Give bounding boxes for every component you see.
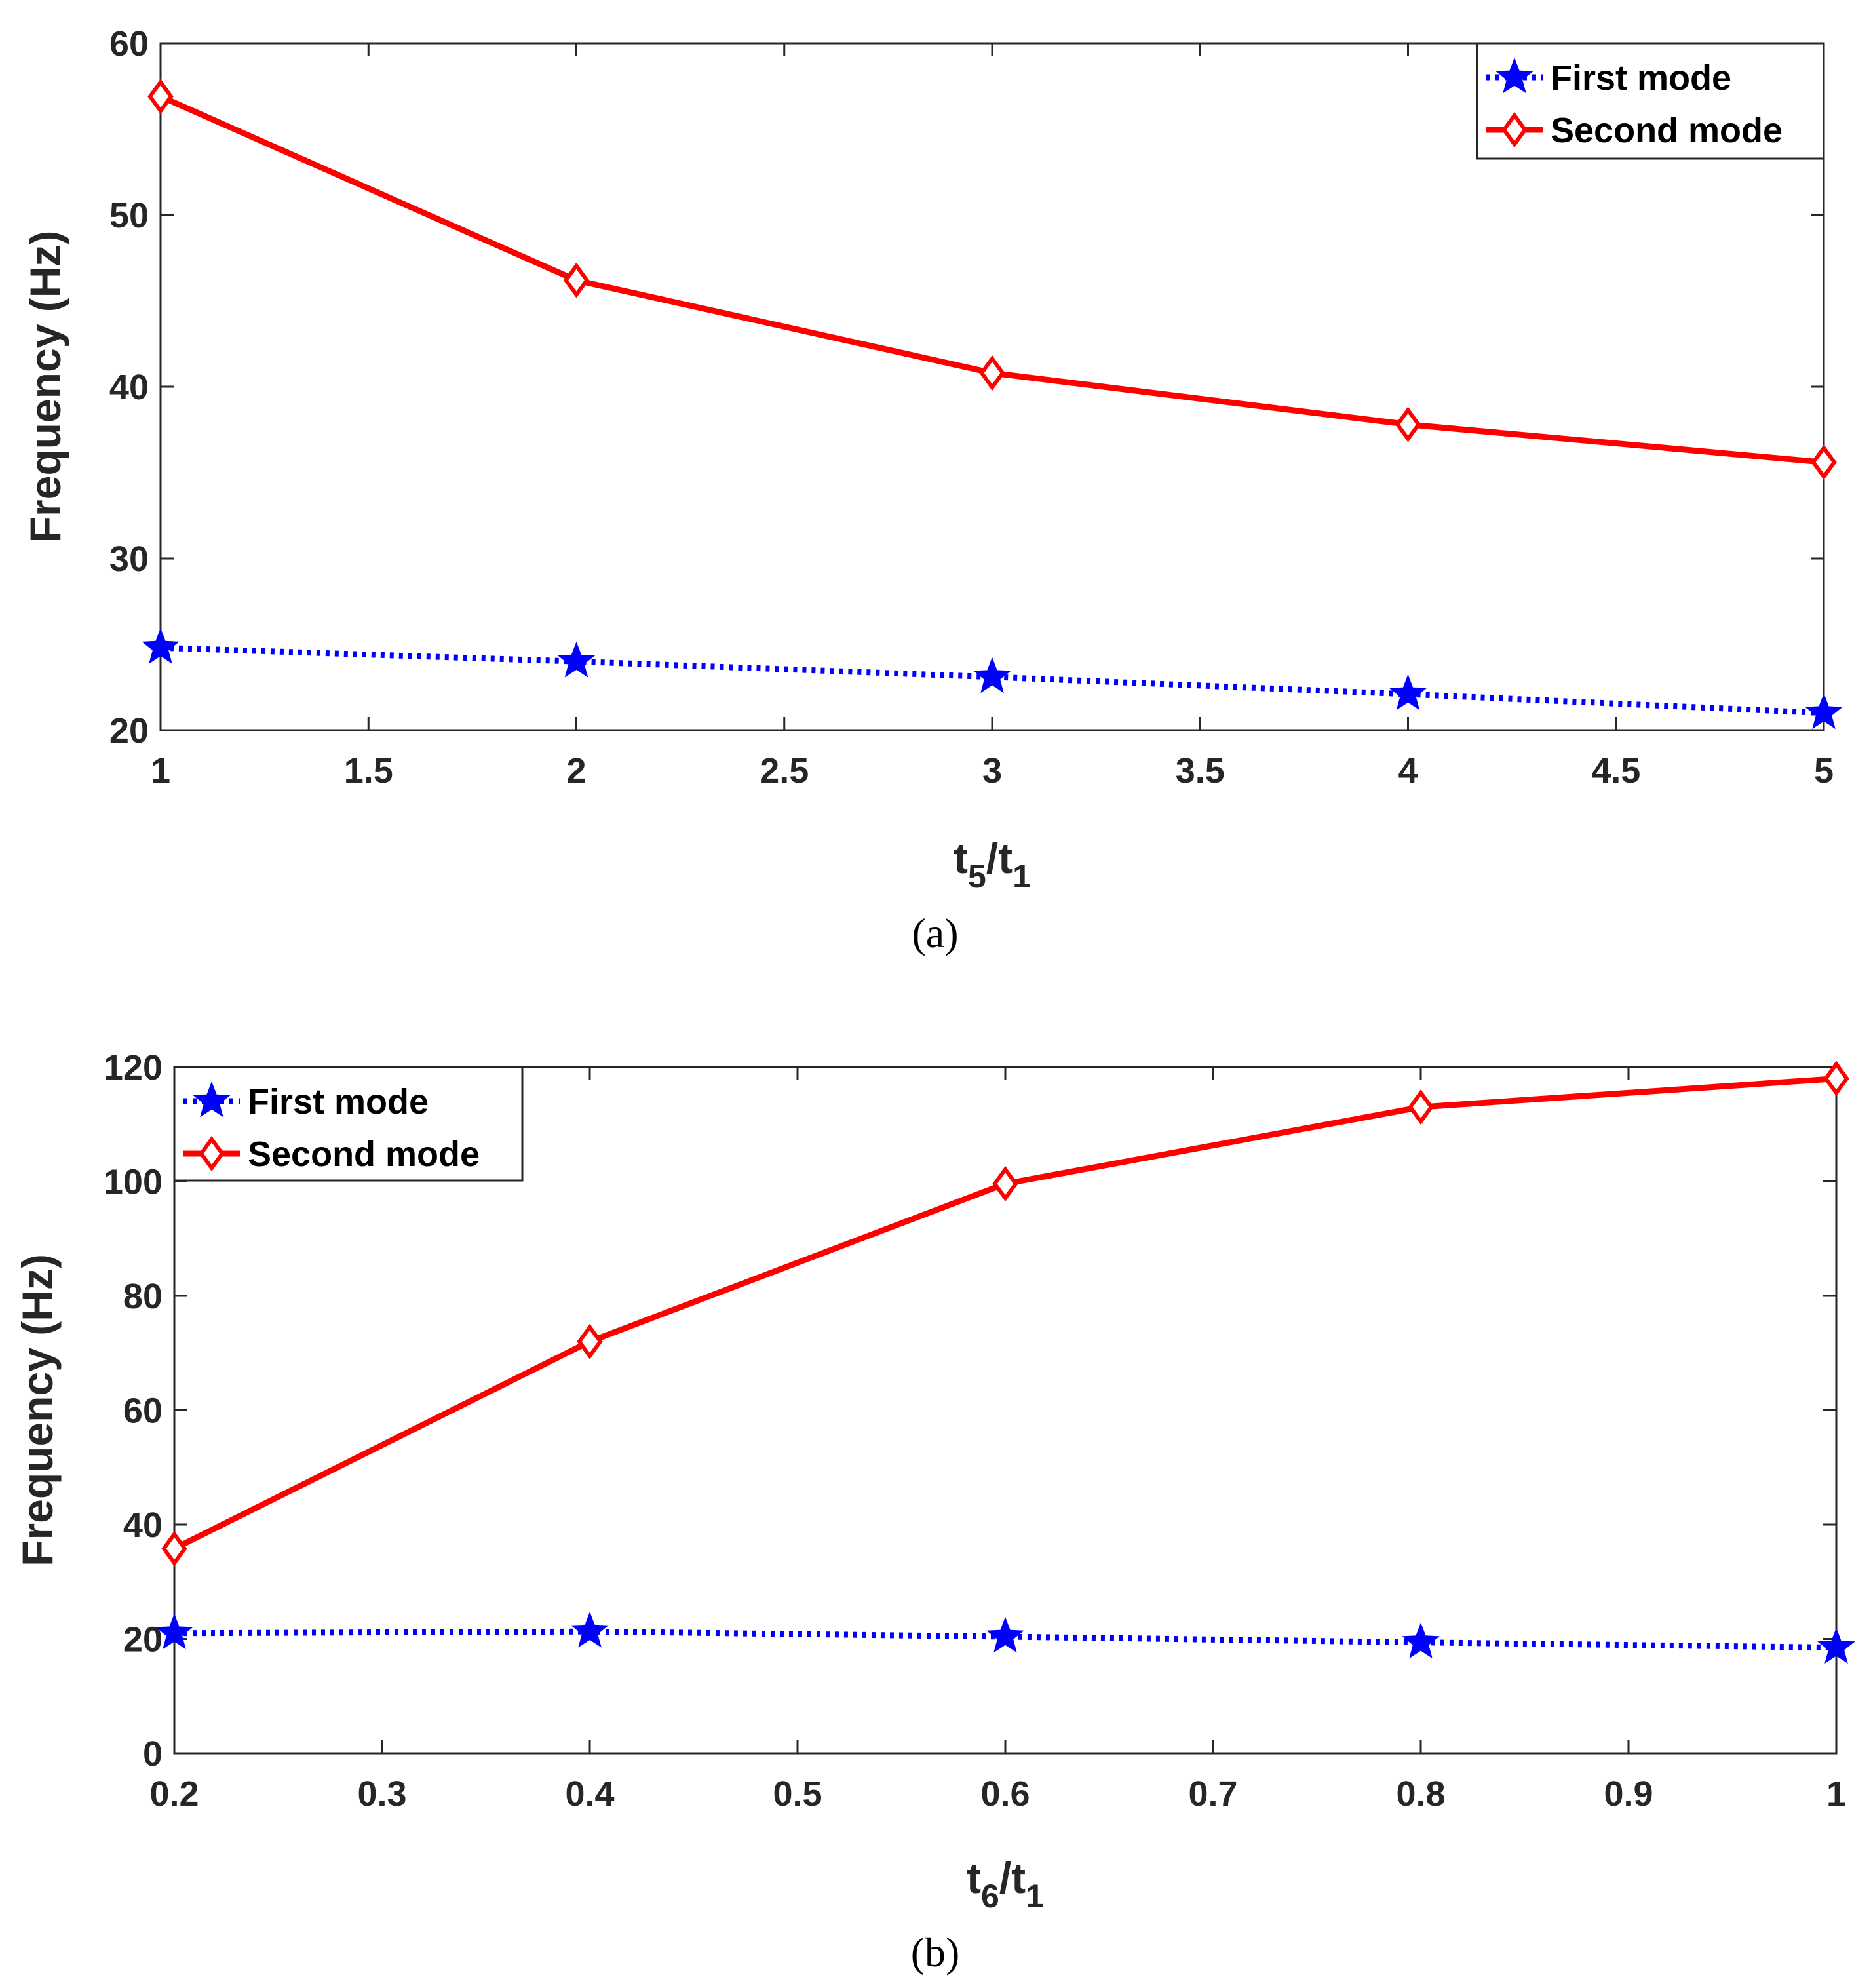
panel-caption: (b) bbox=[911, 1929, 960, 1976]
x-tick-label: 1 bbox=[1826, 1774, 1846, 1814]
chart-panel-b: 0.2 0.3 0.4 0.5 0.6 0.7 0.8 0.9 1 0 20 40 60 80 100 120… bbox=[13, 1048, 1855, 1976]
x-tick-label: 0.7 bbox=[1188, 1774, 1237, 1814]
x-tick-label: 0.4 bbox=[565, 1774, 614, 1814]
x-tick-label: 3 bbox=[982, 751, 1002, 790]
data-point-first-mode bbox=[1402, 1622, 1440, 1659]
x-tick-label: 3.5 bbox=[1176, 751, 1225, 790]
x-axis-label-sub: 1 bbox=[1026, 1878, 1044, 1915]
data-point-second-mode bbox=[1823, 1061, 1849, 1097]
x-tick-label: 0.9 bbox=[1604, 1774, 1653, 1814]
x-tick-label: 0.3 bbox=[357, 1774, 406, 1814]
data-point-first-mode bbox=[1817, 1627, 1855, 1664]
legend-marker bbox=[1501, 111, 1528, 148]
data-point-first-mode bbox=[142, 627, 180, 664]
x-axis-label-main: t bbox=[954, 834, 968, 882]
x-axis-label: t6/t1 bbox=[967, 1854, 1044, 1915]
y-axis-label: Frequency (Hz) bbox=[13, 1254, 62, 1567]
x-axis-label-slash: /t bbox=[999, 1854, 1026, 1902]
x-axis-label-sub: 6 bbox=[981, 1878, 999, 1915]
legend-marker bbox=[199, 1135, 225, 1172]
legend-box bbox=[1476, 42, 1825, 160]
data-point-second-mode bbox=[1811, 444, 1837, 480]
legend-label: Second mode bbox=[1551, 111, 1783, 150]
y-tick-label: 30 bbox=[109, 539, 149, 579]
legend-label: Second mode bbox=[248, 1135, 480, 1174]
x-axis-label-slash: /t bbox=[986, 834, 1013, 882]
x-tick-label: 4 bbox=[1398, 751, 1418, 790]
x-tick-label: 2 bbox=[566, 751, 586, 790]
y-tick-label: 60 bbox=[123, 1392, 163, 1431]
data-point-first-mode bbox=[1805, 693, 1843, 730]
x-axis-label: t5/t1 bbox=[954, 834, 1031, 895]
y-tick-label: 120 bbox=[104, 1048, 163, 1087]
x-axis-label-sub: 1 bbox=[1013, 858, 1031, 895]
panel-caption: (a) bbox=[912, 910, 958, 956]
x-axis-label-main: t bbox=[967, 1854, 981, 1902]
data-point-second-mode bbox=[147, 79, 174, 115]
legend-label: First mode bbox=[248, 1082, 429, 1121]
legend-marker bbox=[193, 1081, 231, 1118]
x-tick-label: 0.8 bbox=[1396, 1774, 1445, 1814]
chart-panel-a: 1 1.5 2 2.5 3 3.5 4 4.5 5 20 30 40 50 60 Frequency (Hz… bbox=[21, 24, 1843, 956]
data-point-first-mode bbox=[557, 641, 596, 678]
y-tick-label: 60 bbox=[109, 24, 149, 64]
x-tick-label: 5 bbox=[1814, 751, 1834, 790]
y-tick-label: 40 bbox=[123, 1506, 163, 1545]
x-tick-label: 0.2 bbox=[149, 1774, 199, 1814]
y-axis-label: Frequency (Hz) bbox=[21, 231, 69, 543]
x-tick-label: 1 bbox=[151, 751, 170, 790]
y-tick-label: 20 bbox=[109, 711, 149, 750]
y-tick-label: 0 bbox=[143, 1734, 163, 1774]
y-tick-label: 50 bbox=[109, 196, 149, 235]
legend-box bbox=[173, 1066, 524, 1182]
series-line-first-mode bbox=[174, 1628, 1837, 1651]
x-tick-label: 2.5 bbox=[760, 751, 809, 790]
legend-marker bbox=[1495, 57, 1533, 94]
data-point-second-mode bbox=[1395, 406, 1421, 442]
data-point-second-mode bbox=[979, 355, 1005, 391]
legend: First mode Second mode bbox=[1476, 42, 1825, 160]
legend-label: First mode bbox=[1551, 58, 1731, 98]
data-point-second-mode bbox=[563, 262, 590, 298]
data-point-first-mode bbox=[973, 657, 1011, 693]
data-point-second-mode bbox=[1408, 1089, 1434, 1125]
y-tick-label: 40 bbox=[109, 368, 149, 407]
y-tick-label: 20 bbox=[123, 1620, 163, 1660]
data-point-second-mode bbox=[992, 1165, 1018, 1202]
legend: First mode Second mode bbox=[173, 1066, 524, 1182]
data-point-first-mode bbox=[155, 1613, 193, 1650]
data-point-second-mode bbox=[577, 1323, 603, 1359]
data-point-first-mode bbox=[571, 1611, 609, 1648]
y-tick-label: 80 bbox=[123, 1277, 163, 1316]
x-tick-label: 1.5 bbox=[344, 751, 393, 790]
y-tick-label: 100 bbox=[104, 1163, 163, 1202]
data-point-first-mode bbox=[1389, 674, 1427, 711]
x-tick-label: 0.6 bbox=[980, 1774, 1030, 1814]
data-point-first-mode bbox=[986, 1616, 1024, 1653]
x-tick-label: 0.5 bbox=[773, 1774, 822, 1814]
x-tick-label: 4.5 bbox=[1591, 751, 1640, 790]
data-point-second-mode bbox=[161, 1530, 187, 1567]
x-axis-label-sub: 5 bbox=[968, 858, 986, 895]
series-line-first-mode bbox=[160, 644, 1824, 716]
